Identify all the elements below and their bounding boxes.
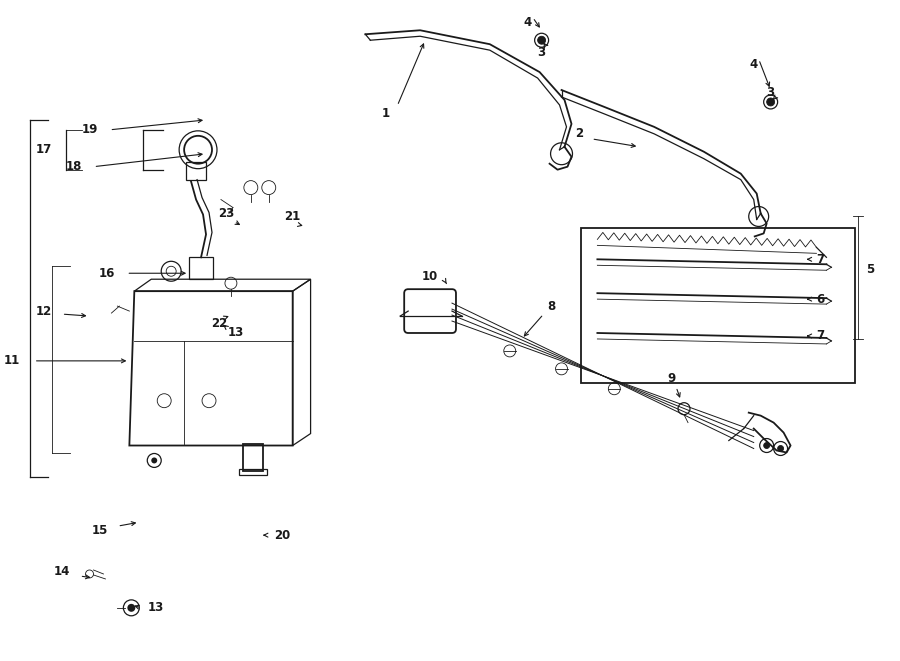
- Circle shape: [764, 442, 770, 449]
- Circle shape: [767, 98, 775, 106]
- Bar: [238, 469, 266, 475]
- Text: 22: 22: [211, 317, 227, 330]
- Text: 10: 10: [422, 270, 438, 283]
- Text: 23: 23: [218, 207, 234, 220]
- Text: 6: 6: [816, 293, 824, 305]
- Text: 4: 4: [524, 16, 532, 29]
- Text: 21: 21: [284, 210, 301, 223]
- Bar: [186, 162, 206, 180]
- Text: 13: 13: [228, 327, 244, 340]
- Circle shape: [778, 446, 784, 451]
- Text: 16: 16: [98, 267, 114, 280]
- Text: 11: 11: [4, 354, 20, 368]
- Text: 15: 15: [91, 524, 108, 537]
- Text: 20: 20: [274, 529, 291, 541]
- Bar: [243, 444, 263, 471]
- Text: 8: 8: [547, 299, 555, 313]
- Text: 19: 19: [81, 124, 98, 136]
- Circle shape: [537, 36, 545, 44]
- Text: 18: 18: [66, 160, 82, 173]
- Text: 4: 4: [750, 58, 758, 71]
- Circle shape: [128, 604, 135, 612]
- Circle shape: [151, 457, 158, 463]
- Text: 14: 14: [53, 565, 70, 578]
- Text: 5: 5: [866, 263, 875, 276]
- Text: 1: 1: [382, 108, 390, 120]
- Text: 13: 13: [148, 602, 165, 614]
- Text: 7: 7: [816, 253, 824, 266]
- Text: 9: 9: [667, 372, 675, 385]
- Text: 3: 3: [537, 46, 545, 59]
- Text: 7: 7: [816, 329, 824, 342]
- Bar: [581, 229, 855, 383]
- Text: 3: 3: [767, 85, 775, 98]
- Bar: [189, 257, 213, 279]
- Text: 2: 2: [575, 128, 583, 140]
- Text: 12: 12: [36, 305, 52, 317]
- Text: 17: 17: [36, 143, 52, 156]
